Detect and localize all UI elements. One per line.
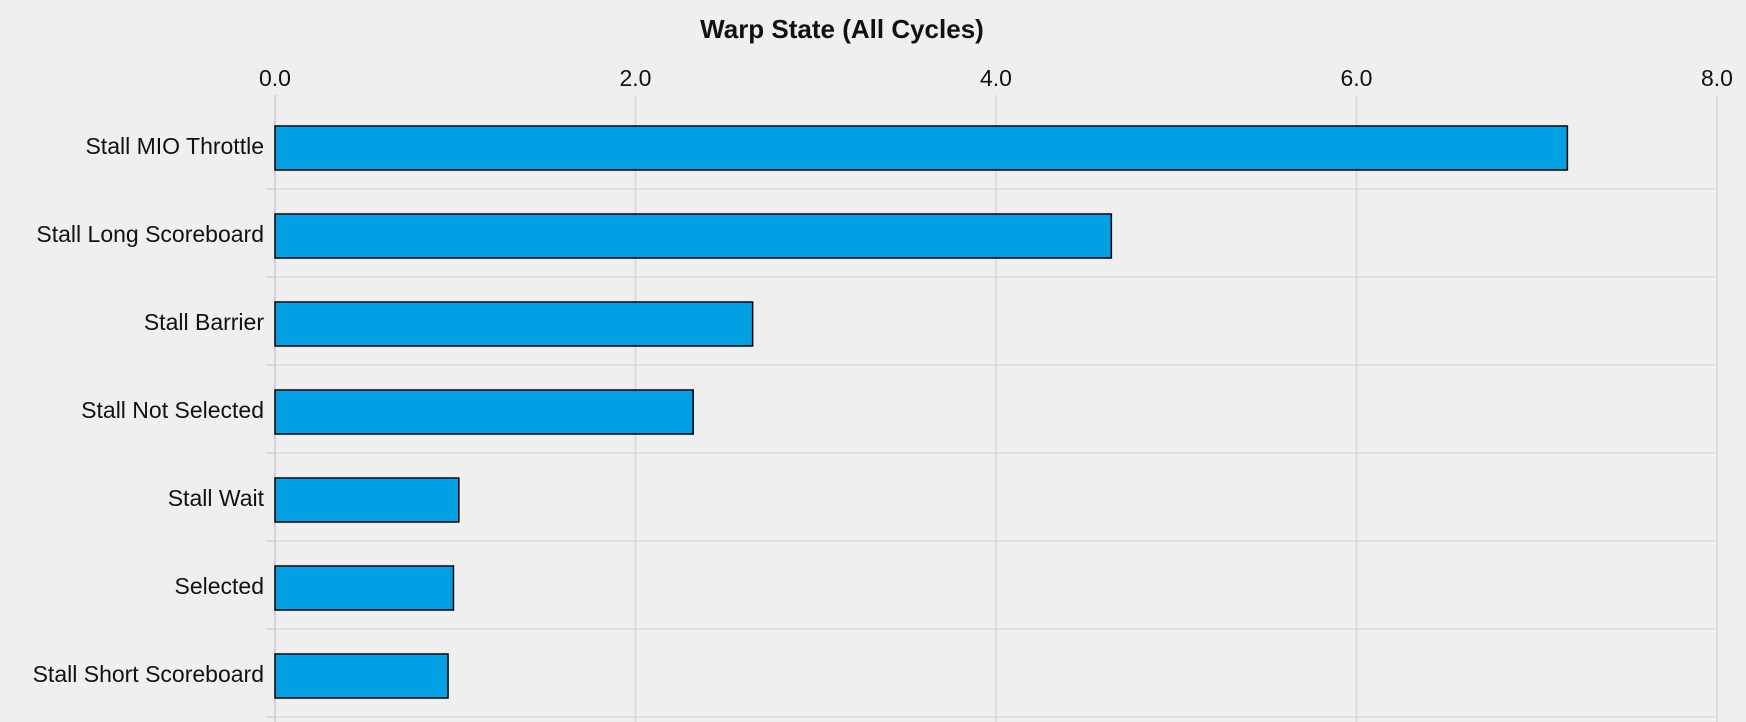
x-tick-label: 6.0 <box>1341 65 1373 91</box>
bar <box>274 389 694 435</box>
x-tick-label: 2.0 <box>620 65 652 91</box>
y-tick-label: Selected <box>174 573 264 599</box>
y-tick-label: Stall Short Scoreboard <box>33 661 264 687</box>
y-tick-label: Stall Barrier <box>144 309 264 335</box>
bar <box>274 565 455 611</box>
x-tick-label: 0.0 <box>259 65 291 91</box>
bar <box>274 125 1569 171</box>
x-tick-label: 8.0 <box>1701 65 1733 91</box>
y-tick-label: Stall Not Selected <box>81 397 264 423</box>
bar <box>274 213 1113 259</box>
y-tick-label: Stall Wait <box>168 485 265 511</box>
y-tick-label: Stall MIO Throttle <box>85 133 264 159</box>
bar <box>274 653 449 699</box>
bar <box>274 477 460 523</box>
x-tick-label: 4.0 <box>980 65 1012 91</box>
y-tick-label: Stall Long Scoreboard <box>36 221 264 247</box>
chart-title: Warp State (All Cycles) <box>700 14 984 44</box>
bar <box>274 301 754 347</box>
